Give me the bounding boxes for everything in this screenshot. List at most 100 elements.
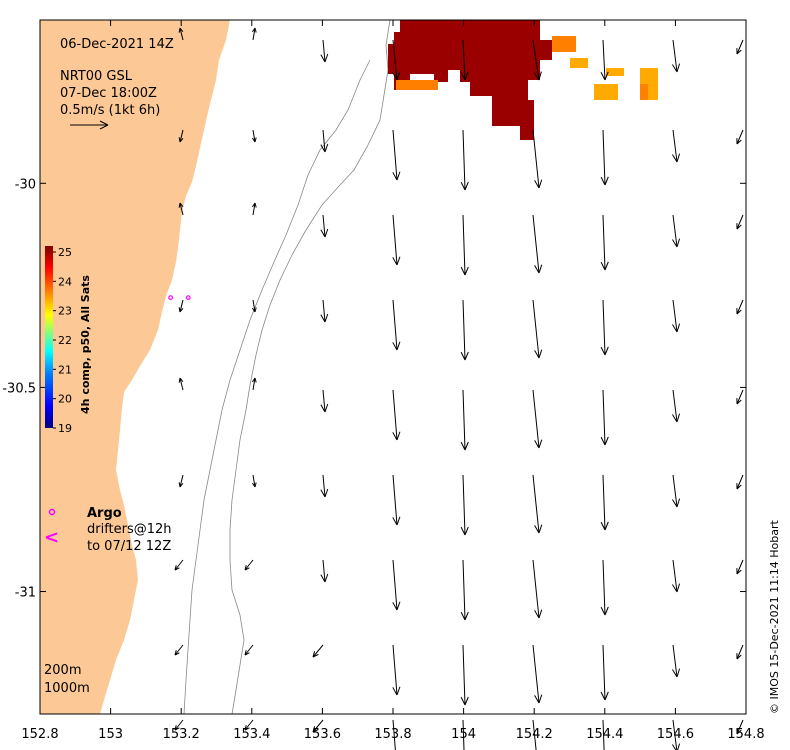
current-arrow — [672, 389, 681, 423]
current-arrow — [460, 389, 469, 451]
current-arrow — [320, 299, 329, 323]
current-arrow — [532, 389, 543, 449]
current-arrow — [736, 389, 744, 405]
x-tick-label: 154.2 — [516, 727, 553, 742]
current-arrow — [244, 559, 254, 571]
current-arrow — [532, 39, 542, 81]
argo-legend-label: Argo — [87, 506, 122, 521]
colorbar-tick-label: 23 — [58, 305, 72, 318]
current-arrow — [600, 299, 609, 356]
current-arrow — [600, 389, 609, 446]
current-arrow — [178, 27, 184, 41]
current-arrow — [532, 129, 543, 189]
x-tick-label: 154.4 — [586, 727, 623, 742]
current-arrow — [320, 474, 329, 498]
argo-legend-marker — [48, 508, 56, 516]
header-product-time: 07-Dec 18:00Z — [60, 86, 157, 101]
header-product: NRT00 GSL — [60, 69, 133, 84]
y-tick-label: -31 — [15, 586, 36, 601]
current-arrow — [174, 719, 184, 731]
y-tick-label: -30 — [15, 177, 36, 192]
current-arrow — [392, 214, 401, 266]
current-arrow — [736, 214, 744, 230]
current-arrow — [532, 719, 537, 750]
current-arrow — [320, 559, 329, 583]
axis-ticks: 152.8 153 153.2 153.4 153.6 153.8 154 154.2 154.… — [2, 20, 765, 742]
current-arrow — [672, 39, 681, 73]
current-arrow — [460, 214, 469, 276]
current-arrow — [736, 129, 744, 145]
current-arrow — [178, 202, 184, 216]
current-arrow — [312, 644, 324, 658]
current-arrow — [532, 474, 543, 534]
current-arrow — [460, 474, 469, 536]
current-arrow — [251, 129, 257, 143]
current-arrow — [392, 719, 396, 750]
current-arrow — [392, 299, 401, 351]
current-arrow — [320, 214, 329, 238]
argo-floats — [168, 295, 191, 301]
argo-float-marker — [168, 295, 174, 301]
sst-patch-24c — [396, 80, 438, 90]
current-arrow — [600, 644, 609, 701]
x-tick-label: 154.8 — [727, 727, 764, 742]
sst-patch-24e — [606, 68, 624, 76]
current-arrow — [672, 129, 681, 163]
current-arrow — [460, 39, 469, 81]
current-arrow — [736, 559, 744, 575]
header-scale-label: 0.5m/s (1kt 6h) — [60, 103, 160, 118]
current-arrow — [460, 129, 469, 191]
current-arrow — [672, 474, 681, 508]
current-arrow — [736, 299, 744, 315]
colorbar-tick-label: 25 — [58, 246, 72, 259]
sst-patch-24d — [594, 84, 618, 100]
current-arrow — [600, 214, 609, 271]
isobath-200m — [229, 19, 391, 715]
x-tick-label: 153.6 — [304, 727, 341, 742]
x-tick-label: 152.8 — [21, 727, 58, 742]
colorbar-ticks: 25 24 23 22 21 20 19 — [53, 246, 72, 435]
y-tick-label: -30.5 — [2, 381, 36, 396]
current-arrow — [392, 644, 401, 696]
current-arrow — [174, 559, 184, 571]
current-arrow — [251, 299, 257, 313]
current-arrow — [600, 39, 609, 81]
sst-patch-24g — [640, 84, 648, 100]
current-arrow — [312, 719, 324, 733]
credit-label: © IMOS 15-Dec-2021 11:14 Hobart — [768, 519, 781, 714]
current-arrow — [178, 474, 184, 488]
current-arrow — [320, 129, 329, 153]
current-arrow — [178, 129, 184, 143]
depth-legend-200: 200m — [44, 663, 81, 678]
drifters-legend-line1: drifters@12h — [87, 522, 172, 537]
current-arrow — [532, 644, 543, 704]
current-arrow — [602, 719, 605, 750]
current-arrow — [672, 719, 681, 750]
colorbar-title: 4h comp, p50, All Sats — [79, 275, 92, 414]
current-arrow — [672, 559, 681, 593]
sst-patch-25 — [388, 20, 552, 140]
colorbar — [45, 246, 53, 428]
drifters-legend-line2: to 07/12 12Z — [87, 539, 171, 554]
current-arrow — [392, 39, 401, 81]
isobath-1000m — [183, 59, 371, 715]
colorbar-tick-label: 19 — [58, 422, 72, 435]
sst-patch-24b — [570, 58, 588, 68]
x-tick-label: 153.4 — [233, 727, 270, 742]
colorbar-tick-label: 24 — [58, 275, 72, 288]
current-arrow — [178, 299, 184, 313]
current-arrow — [320, 39, 329, 63]
current-arrow — [736, 644, 744, 660]
x-tick-label: 153.2 — [163, 727, 200, 742]
current-arrow — [672, 644, 681, 678]
current-arrow — [251, 474, 257, 488]
current-arrow — [244, 719, 254, 731]
current-arrow — [736, 39, 744, 55]
current-arrow — [392, 129, 401, 181]
x-tick-label: 154.6 — [657, 727, 694, 742]
current-arrow — [600, 129, 609, 186]
header-date: 06-Dec-2021 14Z — [60, 37, 174, 52]
current-arrow — [251, 377, 257, 391]
land-mass — [40, 20, 230, 714]
